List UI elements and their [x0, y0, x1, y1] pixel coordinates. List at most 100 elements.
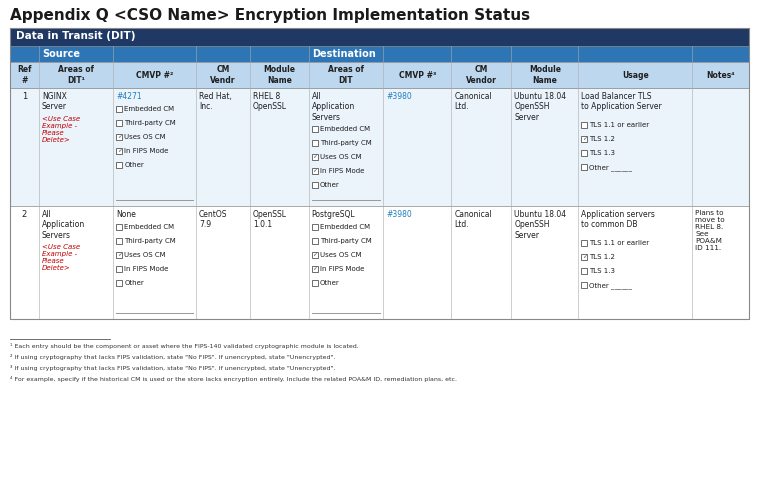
- Text: Module
Name: Module Name: [529, 65, 561, 84]
- Bar: [116, 238, 122, 244]
- Text: In FIPS Mode: In FIPS Mode: [320, 168, 364, 174]
- Text: CM
Vendor: CM Vendor: [466, 65, 496, 84]
- Text: TLS 1.3: TLS 1.3: [590, 150, 616, 156]
- Bar: [116, 224, 122, 230]
- Bar: [581, 150, 587, 156]
- Text: Data in Transit (DIT): Data in Transit (DIT): [16, 31, 136, 41]
- Text: Other: Other: [320, 280, 339, 286]
- Text: ✓: ✓: [582, 137, 587, 142]
- Text: Embedded CM: Embedded CM: [124, 224, 175, 230]
- Text: ² If using cryptography that lacks FIPS validation, state "No FIPS". If unencryp: ² If using cryptography that lacks FIPS …: [10, 354, 335, 360]
- Bar: [312, 224, 318, 230]
- Text: Red Hat,
Inc.: Red Hat, Inc.: [199, 92, 232, 111]
- Text: Other: Other: [124, 162, 144, 168]
- Text: Module
Name: Module Name: [263, 65, 295, 84]
- Text: Application servers
to common DB: Application servers to common DB: [581, 210, 655, 230]
- Text: ✓: ✓: [312, 266, 317, 271]
- Text: Plans to
move to
RHEL 8.
See
POA&M
ID 111.: Plans to move to RHEL 8. See POA&M ID 11…: [695, 210, 725, 251]
- Bar: [312, 168, 318, 174]
- Text: ³ If using cryptography that lacks FIPS validation, state "No FIPS". If unencryp: ³ If using cryptography that lacks FIPS …: [10, 365, 335, 371]
- Text: Uses OS CM: Uses OS CM: [124, 252, 166, 258]
- Text: Embedded CM: Embedded CM: [124, 106, 175, 112]
- Text: In FIPS Mode: In FIPS Mode: [124, 148, 168, 154]
- Bar: [312, 238, 318, 244]
- Text: NGINX
Server: NGINX Server: [42, 92, 67, 111]
- Bar: [581, 122, 587, 128]
- Text: All
Application
Servers: All Application Servers: [42, 210, 85, 240]
- Text: Third-party CM: Third-party CM: [124, 120, 176, 126]
- Bar: [10, 88, 749, 206]
- Bar: [312, 182, 318, 188]
- Bar: [312, 280, 318, 286]
- Text: Uses OS CM: Uses OS CM: [124, 134, 166, 140]
- Text: <Use Case
Example -
Please
Delete>: <Use Case Example - Please Delete>: [42, 244, 80, 271]
- Text: ✓: ✓: [117, 149, 122, 154]
- Text: ⁴ For example, specify if the historical CM is used or the store lacks encryptio: ⁴ For example, specify if the historical…: [10, 376, 457, 382]
- Bar: [116, 120, 122, 126]
- Bar: [581, 268, 587, 274]
- Bar: [10, 62, 749, 88]
- Bar: [10, 28, 749, 46]
- Text: ✓: ✓: [117, 135, 122, 140]
- Text: TLS 1.1 or earlier: TLS 1.1 or earlier: [590, 122, 650, 128]
- Bar: [116, 280, 122, 286]
- Bar: [312, 126, 318, 132]
- Text: Uses OS CM: Uses OS CM: [320, 154, 361, 160]
- Text: ✓: ✓: [582, 254, 587, 259]
- Text: In FIPS Mode: In FIPS Mode: [320, 266, 364, 272]
- Text: TLS 1.2: TLS 1.2: [590, 136, 616, 142]
- Text: ✓: ✓: [312, 168, 317, 173]
- Text: Embedded CM: Embedded CM: [320, 224, 370, 230]
- Text: Appendix Q <CSO Name> Encryption Implementation Status: Appendix Q <CSO Name> Encryption Impleme…: [10, 8, 530, 23]
- Text: Usage: Usage: [622, 71, 649, 80]
- Bar: [581, 282, 587, 288]
- Text: Third-party CM: Third-party CM: [320, 238, 371, 244]
- Text: Load Balancer TLS
to Application Server: Load Balancer TLS to Application Server: [581, 92, 662, 111]
- Bar: [581, 136, 587, 142]
- Bar: [116, 148, 122, 154]
- Bar: [116, 252, 122, 258]
- Text: CM
Vendr: CM Vendr: [210, 65, 235, 84]
- Text: Embedded CM: Embedded CM: [320, 126, 370, 132]
- Text: Uses OS CM: Uses OS CM: [320, 252, 361, 258]
- Text: TLS 1.1 or earlier: TLS 1.1 or earlier: [590, 240, 650, 246]
- Text: ¹ Each entry should be the component or asset where the FIPS-140 validated crypt: ¹ Each entry should be the component or …: [10, 343, 359, 349]
- Text: Canonical
Ltd.: Canonical Ltd.: [455, 210, 492, 230]
- Bar: [10, 46, 749, 62]
- Bar: [116, 266, 122, 272]
- Text: Areas of
DIT¹: Areas of DIT¹: [58, 65, 94, 84]
- Text: Ubuntu 18.04
OpenSSH
Server: Ubuntu 18.04 OpenSSH Server: [515, 210, 566, 240]
- Text: Canonical
Ltd.: Canonical Ltd.: [455, 92, 492, 111]
- Text: TLS 1.2: TLS 1.2: [590, 254, 616, 260]
- Text: <Use Case
Example -
Please
Delete>: <Use Case Example - Please Delete>: [42, 116, 80, 143]
- Text: OpenSSL
1.0.1: OpenSSL 1.0.1: [253, 210, 287, 230]
- Bar: [581, 254, 587, 260]
- Bar: [312, 154, 318, 160]
- Text: 2: 2: [22, 210, 27, 219]
- Text: Third-party CM: Third-party CM: [320, 140, 371, 146]
- Text: #3980: #3980: [386, 92, 412, 101]
- Text: Other: Other: [124, 280, 144, 286]
- Bar: [312, 140, 318, 146]
- Bar: [312, 252, 318, 258]
- Text: Third-party CM: Third-party CM: [124, 238, 176, 244]
- Text: RHEL 8
OpenSSL: RHEL 8 OpenSSL: [253, 92, 287, 111]
- Text: Other ______: Other ______: [590, 282, 632, 289]
- Text: 1: 1: [22, 92, 27, 101]
- Text: Other ______: Other ______: [590, 164, 632, 171]
- Text: Destination: Destination: [312, 49, 376, 59]
- Bar: [10, 28, 749, 319]
- Text: ✓: ✓: [312, 252, 317, 257]
- Text: #4271: #4271: [116, 92, 142, 101]
- Text: Notes⁴: Notes⁴: [707, 71, 735, 80]
- Bar: [581, 164, 587, 170]
- Text: All
Application
Servers: All Application Servers: [312, 92, 355, 122]
- Text: CMVP #³: CMVP #³: [398, 71, 436, 80]
- Text: Ref
#: Ref #: [17, 65, 32, 84]
- Bar: [312, 266, 318, 272]
- Text: ✓: ✓: [117, 252, 122, 257]
- Bar: [116, 162, 122, 168]
- Text: #3980: #3980: [386, 210, 412, 219]
- Text: Source: Source: [42, 49, 80, 59]
- Bar: [116, 134, 122, 140]
